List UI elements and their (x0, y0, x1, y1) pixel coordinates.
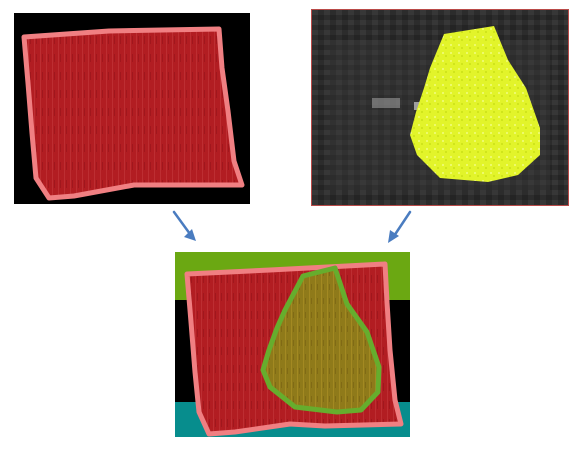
left-panel-red-mask (14, 13, 250, 204)
red-mask-shape (21, 26, 245, 201)
olive-overlap-shape (260, 265, 382, 415)
yellow-mask-shape (410, 26, 540, 182)
yellow-mask-image (312, 10, 568, 205)
combined-overlay-image (175, 252, 410, 437)
arrow-down-left-icon (388, 210, 412, 243)
arrow-down-right-icon (172, 210, 196, 241)
red-mask-image (14, 13, 250, 204)
right-panel-yellow-mask (312, 10, 568, 205)
bottom-panel-combined-overlay (175, 252, 410, 437)
